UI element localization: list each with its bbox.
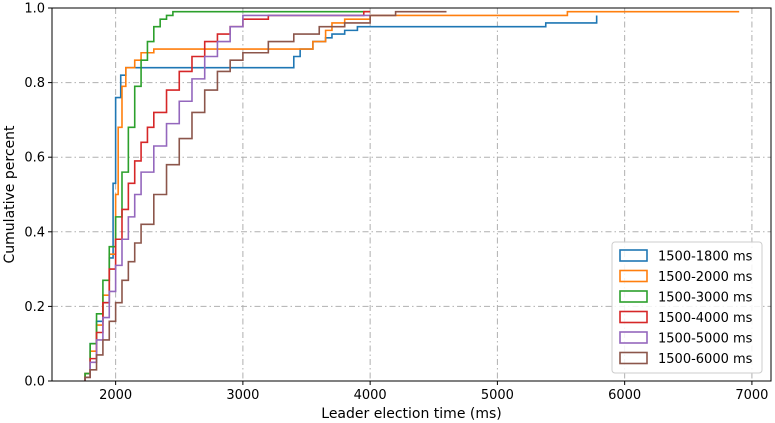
x-tick-label: 4000 xyxy=(354,388,387,403)
legend-label: 1500-3000 ms xyxy=(658,291,753,306)
x-tick-label: 3000 xyxy=(226,388,259,403)
y-axis-ticks: 0.0 0.2 0.4 0.6 0.8 1.0 xyxy=(24,2,52,390)
y-tick-label: 0.0 xyxy=(24,375,45,390)
x-axis-ticks: 2000 3000 4000 5000 6000 7000 xyxy=(99,381,768,403)
y-tick-label: 0.4 xyxy=(24,225,45,240)
y-axis-label: Cumulative percent xyxy=(2,125,18,263)
legend-label: 1500-1800 ms xyxy=(658,250,753,265)
legend-label: 1500-4000 ms xyxy=(658,311,753,326)
x-tick-label: 2000 xyxy=(99,388,132,403)
legend-label: 1500-6000 ms xyxy=(658,352,753,367)
legend: 1500-1800 ms 1500-2000 ms 1500-3000 ms 1500… xyxy=(612,242,762,373)
legend-label: 1500-2000 ms xyxy=(658,270,753,285)
legend-label: 1500-5000 ms xyxy=(658,332,753,347)
x-tick-label: 7000 xyxy=(735,388,768,403)
x-tick-label: 6000 xyxy=(608,388,641,403)
series-line-1 xyxy=(85,15,597,381)
y-tick-label: 0.2 xyxy=(24,300,45,315)
x-axis-label: Leader election time (ms) xyxy=(321,406,501,422)
y-tick-label: 0.8 xyxy=(24,76,45,91)
x-tick-label: 5000 xyxy=(481,388,514,403)
y-tick-label: 1.0 xyxy=(24,2,45,17)
y-tick-label: 0.6 xyxy=(24,151,45,166)
